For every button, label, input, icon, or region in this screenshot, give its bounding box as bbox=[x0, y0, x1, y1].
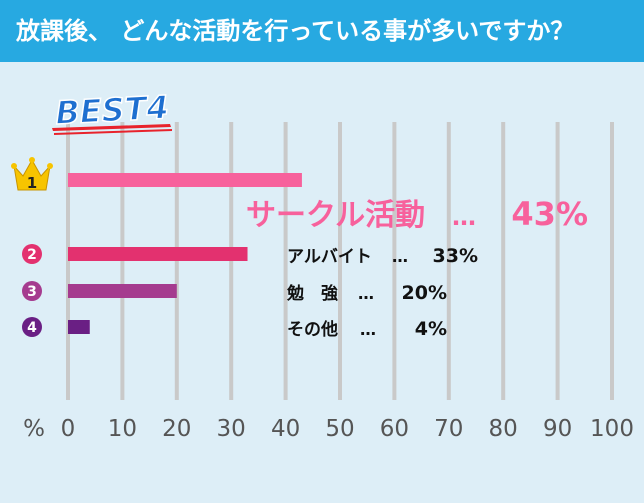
best4-badge: BEST4 bbox=[52, 87, 172, 135]
bar-4 bbox=[68, 320, 90, 334]
rank-3-label: 3 bbox=[27, 284, 37, 300]
bar-3 bbox=[68, 284, 177, 298]
badge-underline-stroke bbox=[52, 124, 171, 131]
category-label: サークル活動 bbox=[246, 198, 425, 233]
badge-underline-stroke bbox=[54, 129, 172, 135]
x-tick-label: 50 bbox=[325, 416, 354, 442]
value-label: 33% bbox=[433, 245, 478, 267]
bar-2 bbox=[68, 247, 248, 261]
x-tick-label: 100 bbox=[590, 416, 634, 442]
rank-2-label: 2 bbox=[27, 247, 37, 263]
label-separator: … bbox=[360, 320, 376, 339]
x-tick-label: 70 bbox=[434, 416, 463, 442]
crown-tip bbox=[47, 163, 53, 169]
label-separator: … bbox=[358, 284, 374, 303]
question-header: 放課後、 どんな活動を行っている事が多いですか？ bbox=[0, 0, 644, 62]
x-tick-label: 40 bbox=[271, 416, 300, 442]
value-label: 43% bbox=[511, 195, 588, 233]
bar-1 bbox=[68, 173, 302, 187]
x-tick-label: 10 bbox=[108, 416, 137, 442]
badge-label: BEST4 bbox=[54, 88, 169, 132]
value-label: 20% bbox=[402, 282, 447, 304]
category-label: アルバイト bbox=[287, 247, 372, 267]
crown-tip bbox=[29, 157, 35, 163]
category-label: 勉 強 bbox=[286, 283, 338, 304]
rank-2-badge bbox=[22, 244, 42, 264]
value-label: 4% bbox=[415, 318, 447, 340]
x-tick-label: 80 bbox=[489, 416, 518, 442]
category-label: その他 bbox=[287, 319, 338, 340]
rank-4-label: 4 bbox=[27, 320, 37, 336]
x-tick-label: 0 bbox=[61, 416, 76, 442]
x-tick-label: 20 bbox=[162, 416, 191, 442]
rank-1-label: 1 bbox=[27, 174, 37, 192]
rank-4-badge bbox=[22, 317, 42, 337]
x-tick-label: 60 bbox=[380, 416, 409, 442]
rank-3-badge bbox=[22, 281, 42, 301]
label-separator: … bbox=[392, 247, 408, 266]
rank-1-crown-icon: 1 bbox=[11, 157, 53, 192]
x-axis-unit: % bbox=[23, 416, 45, 442]
x-tick-label: 30 bbox=[217, 416, 246, 442]
label-separator: … bbox=[452, 203, 476, 231]
crown-tip bbox=[11, 163, 17, 169]
x-tick-label: 90 bbox=[543, 416, 572, 442]
